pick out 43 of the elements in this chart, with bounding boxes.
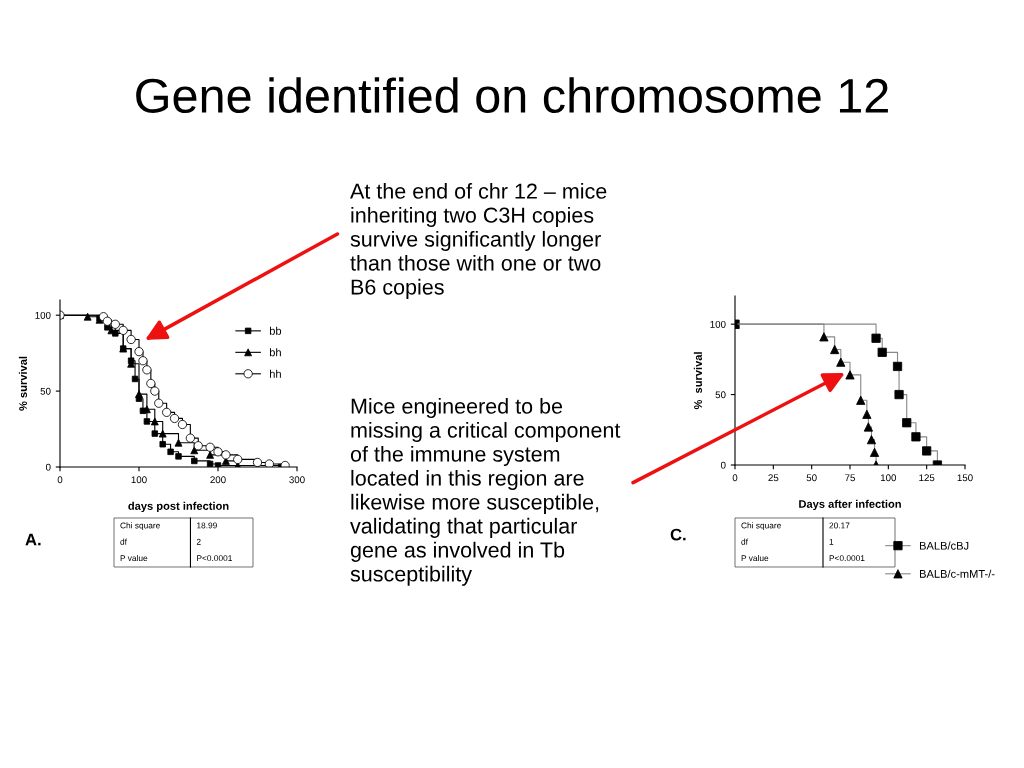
x-tick-label: 150 <box>957 474 973 482</box>
x-tick-label: 100 <box>880 474 897 482</box>
legend-label: bh <box>269 348 281 357</box>
text: At the end of chr 12 – mice inheriting two C3H copies survive significantly longer than those with one or two B6 copies <box>350 183 607 299</box>
text: P value <box>741 554 769 562</box>
text: df <box>120 538 127 545</box>
x-tick-label: 300 <box>289 476 305 484</box>
text: Gene identified on chromosome 12 <box>136 77 888 114</box>
text: P value <box>120 554 148 562</box>
y-tick-label: 0 <box>45 463 51 471</box>
text: P<0.0001 <box>829 555 865 562</box>
text: 20.17 <box>829 522 850 529</box>
x-tick-label: 100 <box>131 476 147 484</box>
text: P<0.0001 <box>197 555 232 562</box>
x-tick-label: 200 <box>210 476 226 484</box>
x-tick-label: 125 <box>919 474 935 482</box>
x-tick-label: 0 <box>57 476 63 484</box>
x-tick-label: 75 <box>845 474 855 482</box>
text: Chi square <box>120 522 160 531</box>
text: A. <box>25 533 41 546</box>
legend-label: BALB/cBJ <box>919 541 969 550</box>
y-tick-label: 50 <box>715 391 726 399</box>
y-tick-label: 100 <box>710 320 726 328</box>
y-axis-title: % survival <box>18 356 27 411</box>
legend-label: bb <box>269 326 282 335</box>
text: df <box>741 538 748 545</box>
text: Chi square <box>741 522 781 531</box>
x-tick-label: 25 <box>768 474 779 482</box>
y-tick-label: 100 <box>35 311 51 319</box>
y-axis-title: % survival <box>693 352 702 410</box>
text: 18.99 <box>197 522 217 529</box>
text: Mice engineered to be missing a critical component of the immune system located in this region are likewise more susceptible, validating that particular gene as involved in Tb susceptibility <box>350 398 621 586</box>
x-tick-label: 0 <box>732 474 738 482</box>
legend-label: hh <box>270 369 281 378</box>
legend-label: BALB/c-mMT-/- <box>919 569 995 578</box>
text: 1 <box>829 538 834 545</box>
x-tick-label: 50 <box>806 474 817 482</box>
y-tick-label: 50 <box>40 387 51 395</box>
x-axis-title: Days after infection <box>799 499 901 511</box>
x-axis-title: days post infection <box>128 501 229 513</box>
y-tick-label: 0 <box>720 461 726 469</box>
text: C. <box>670 528 686 541</box>
text: 2 <box>196 538 201 545</box>
